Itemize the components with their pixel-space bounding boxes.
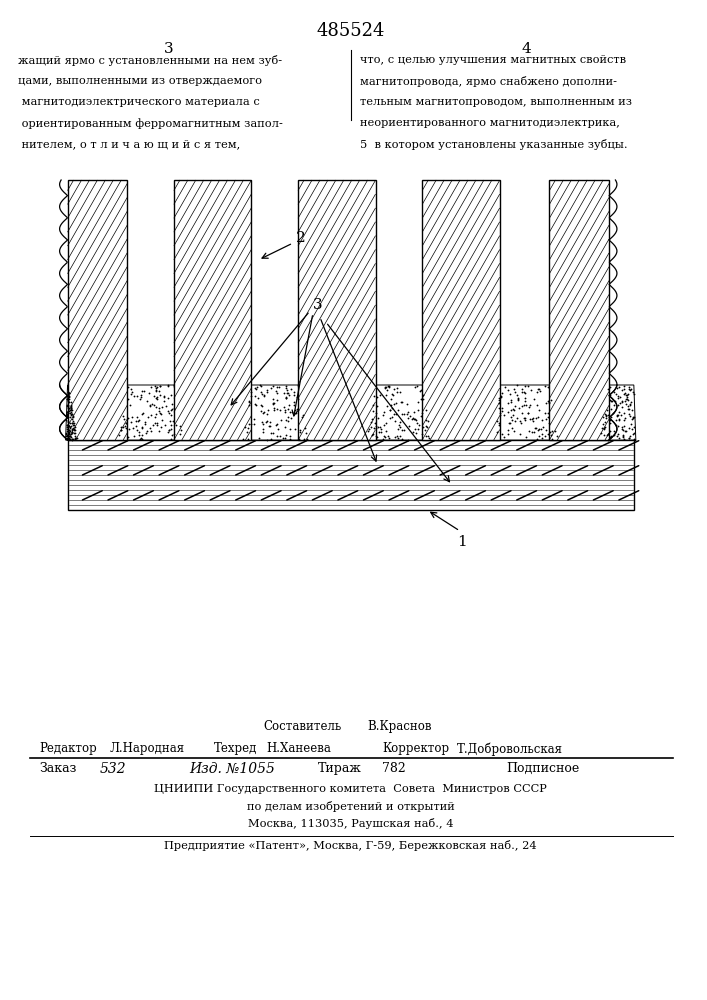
Polygon shape bbox=[366, 385, 432, 440]
Text: Тираж: Тираж bbox=[318, 762, 362, 775]
Text: Н.Ханеева: Н.Ханеева bbox=[267, 742, 331, 755]
Text: Подписное: Подписное bbox=[507, 762, 580, 775]
Bar bbox=[68, 180, 127, 440]
Bar bbox=[549, 180, 609, 440]
Text: Т.Добровольская: Т.Добровольская bbox=[457, 742, 563, 756]
Polygon shape bbox=[241, 385, 308, 440]
Text: Предприятие «Патент», Москва, Г-59, Бережковская наб., 24: Предприятие «Патент», Москва, Г-59, Бере… bbox=[165, 840, 537, 851]
Polygon shape bbox=[66, 385, 78, 440]
Text: 532: 532 bbox=[100, 762, 126, 776]
Text: 485524: 485524 bbox=[317, 22, 385, 40]
Text: 1: 1 bbox=[457, 535, 467, 549]
Text: что, с целью улучшения магнитных свойств: что, с целью улучшения магнитных свойств bbox=[360, 55, 626, 65]
Text: по делам изобретений и открытий: по делам изобретений и открытий bbox=[247, 801, 455, 812]
Text: неориентированного магнитодиэлектрика,: неориентированного магнитодиэлектрика, bbox=[360, 118, 619, 128]
Text: В.Краснов: В.Краснов bbox=[368, 720, 432, 733]
Text: Редактор: Редактор bbox=[40, 742, 98, 755]
Text: Л.Народная: Л.Народная bbox=[110, 742, 185, 755]
Text: Корректор: Корректор bbox=[382, 742, 450, 755]
Bar bbox=[174, 180, 252, 440]
Text: 4: 4 bbox=[522, 42, 532, 56]
Text: Техред: Техред bbox=[214, 742, 257, 755]
Text: жащий ярмо с установленными на нем зуб-: жащий ярмо с установленными на нем зуб- bbox=[18, 55, 282, 66]
Text: Заказ: Заказ bbox=[40, 762, 77, 775]
Polygon shape bbox=[117, 385, 184, 440]
Text: Изд. №1055: Изд. №1055 bbox=[189, 762, 274, 776]
Bar bbox=[68, 440, 634, 510]
Text: 3: 3 bbox=[313, 298, 322, 312]
Text: 3: 3 bbox=[164, 42, 174, 56]
Text: тельным магнитопроводом, выполненным из: тельным магнитопроводом, выполненным из bbox=[360, 97, 631, 107]
Text: ориентированным ферромагнитным запол-: ориентированным ферромагнитным запол- bbox=[18, 118, 283, 129]
Text: магнитодиэлектрического материала с: магнитодиэлектрического материала с bbox=[18, 97, 259, 107]
Text: магнитопровода, ярмо снабжено дополни-: магнитопровода, ярмо снабжено дополни- bbox=[360, 76, 617, 87]
Polygon shape bbox=[490, 385, 559, 440]
Text: цами, выполненными из отверждаемого: цами, выполненными из отверждаемого bbox=[18, 76, 262, 86]
Bar bbox=[298, 180, 375, 440]
Text: Составитель: Составитель bbox=[263, 720, 341, 733]
Text: 2: 2 bbox=[296, 231, 306, 245]
Text: 5  в котором установлены указанные зубцы.: 5 в котором установлены указанные зубцы. bbox=[360, 139, 627, 150]
Text: 782: 782 bbox=[382, 762, 407, 775]
Text: Москва, 113035, Раушская наб., 4: Москва, 113035, Раушская наб., 4 bbox=[248, 818, 453, 829]
Text: нителем, о т л и ч а ю щ и й с я тем,: нителем, о т л и ч а ю щ и й с я тем, bbox=[18, 139, 240, 149]
Bar bbox=[422, 180, 500, 440]
Polygon shape bbox=[599, 385, 636, 440]
Text: ЦНИИПИ Государственного комитета  Совета  Министров СССР: ЦНИИПИ Государственного комитета Совета … bbox=[154, 784, 547, 794]
